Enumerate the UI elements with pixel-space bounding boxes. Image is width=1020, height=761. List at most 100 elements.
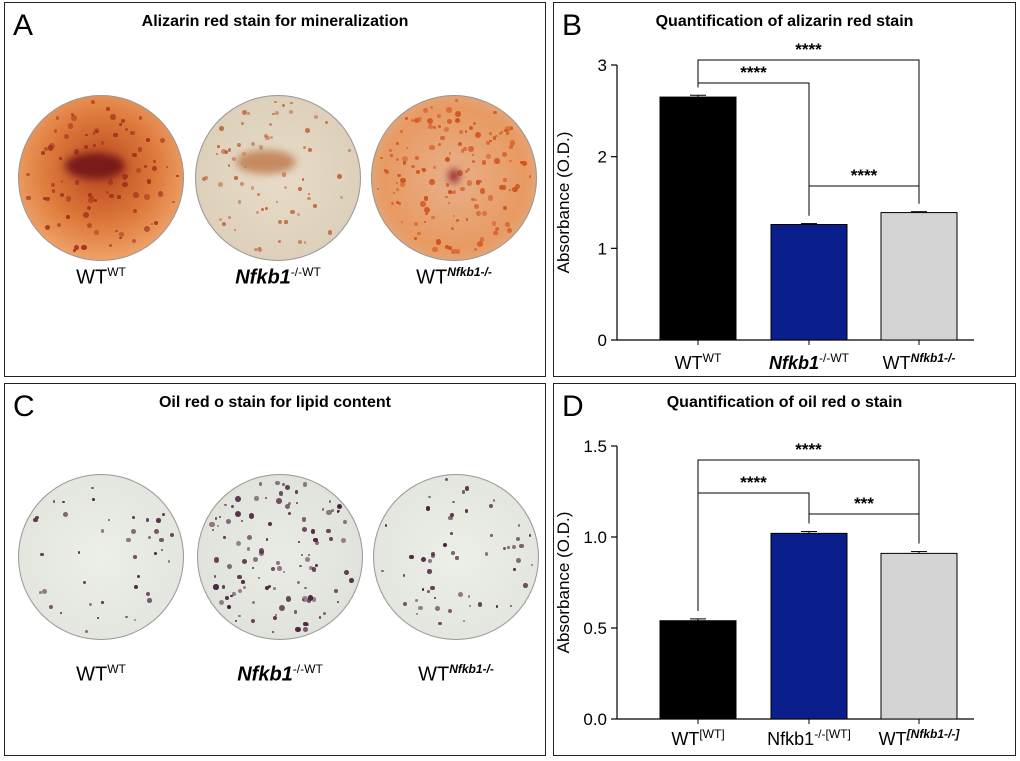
stain-spot bbox=[452, 190, 457, 194]
stain-spot bbox=[450, 551, 455, 556]
stain-spot bbox=[209, 521, 216, 528]
stain-spot bbox=[92, 497, 96, 501]
stain-spot bbox=[491, 221, 497, 226]
stain-spot bbox=[528, 534, 532, 537]
stain-spot bbox=[481, 210, 487, 216]
stain-spot bbox=[424, 207, 431, 214]
stain-spot bbox=[313, 537, 318, 542]
stain-spot bbox=[293, 610, 298, 614]
stain-spot bbox=[343, 569, 349, 575]
stain-spot bbox=[512, 545, 516, 550]
stain-spot bbox=[336, 509, 340, 513]
stain-spot bbox=[306, 599, 312, 604]
stain-spot bbox=[295, 501, 298, 505]
stain-spot bbox=[132, 238, 137, 244]
stain-spot bbox=[395, 201, 399, 204]
stain-spot bbox=[450, 531, 453, 535]
stain-spot bbox=[523, 583, 528, 588]
stain-spot bbox=[89, 602, 93, 606]
stain-spot bbox=[502, 546, 507, 551]
stain-spot bbox=[428, 559, 433, 564]
stain-spot bbox=[270, 566, 275, 571]
stain-spot bbox=[258, 549, 265, 556]
stain-spot bbox=[236, 540, 242, 546]
stain-spot bbox=[219, 126, 225, 131]
significance-bracket bbox=[808, 185, 920, 216]
stain-spot bbox=[264, 133, 269, 139]
stain-spot bbox=[67, 123, 74, 129]
stain-spot bbox=[246, 547, 251, 551]
stain-spot bbox=[427, 589, 430, 593]
stain-spot bbox=[217, 182, 223, 188]
stain-spot bbox=[308, 565, 313, 571]
stain-spot bbox=[307, 192, 310, 195]
stain-spot bbox=[92, 131, 96, 135]
bar bbox=[770, 532, 848, 720]
stain-spot bbox=[35, 515, 39, 520]
stain-spot bbox=[315, 540, 320, 545]
bar-chart-alizarin: 0 1 2 3 Absorbance (O.D.) WTWT Nfkb1-/-WT WTNfk… bbox=[554, 40, 974, 373]
stain-spot bbox=[416, 612, 419, 615]
stain-spot bbox=[414, 156, 419, 161]
stain-spot bbox=[41, 151, 45, 156]
stain-spot bbox=[488, 139, 492, 143]
stain-spot bbox=[509, 159, 512, 163]
dish-label: WTWT bbox=[76, 265, 126, 289]
stain-spot bbox=[264, 206, 269, 211]
stain-spot bbox=[254, 496, 259, 501]
stain-spot bbox=[399, 181, 405, 187]
stain-spot bbox=[100, 141, 105, 145]
stain-spot bbox=[421, 588, 425, 591]
stain-spot bbox=[97, 617, 100, 620]
stain-spot bbox=[278, 491, 283, 496]
stain-spot bbox=[64, 134, 69, 140]
stain-spot bbox=[144, 194, 150, 200]
stain-spot bbox=[302, 626, 308, 632]
stain-spot bbox=[467, 595, 470, 598]
stain-spot bbox=[466, 180, 473, 186]
stain-spot bbox=[305, 556, 311, 562]
stain-spot bbox=[400, 130, 404, 134]
stain-spot bbox=[489, 132, 493, 136]
stain-spot bbox=[437, 124, 441, 128]
stain-spot bbox=[402, 574, 405, 577]
stain-spot bbox=[305, 622, 310, 627]
stain-blob bbox=[449, 169, 459, 183]
x-tick-label: WT[Nfkb1-/-] bbox=[879, 727, 961, 749]
stain-spot bbox=[159, 138, 165, 144]
stain-spot bbox=[41, 588, 47, 594]
stain-spot bbox=[271, 630, 275, 634]
chart-title: Quantification of alizarin red stain bbox=[655, 13, 914, 30]
stain-spot bbox=[288, 109, 294, 115]
stain-spot bbox=[122, 181, 128, 188]
stain-spot bbox=[311, 567, 316, 572]
stain-spot bbox=[45, 196, 50, 202]
stain-spot bbox=[144, 226, 150, 233]
stain-spot bbox=[240, 519, 244, 522]
alizarin-dish-wt-nfkb1 bbox=[371, 95, 537, 261]
stain-spot bbox=[494, 158, 500, 164]
stain-spot bbox=[302, 482, 308, 487]
panel-title: Alizarin red stain for mineralization bbox=[141, 13, 409, 30]
stain-spot bbox=[490, 533, 494, 537]
stain-spot bbox=[275, 480, 281, 486]
stain-spot bbox=[166, 166, 169, 169]
stain-spot bbox=[159, 537, 164, 543]
stain-spot bbox=[25, 172, 30, 177]
stain-spot bbox=[59, 192, 65, 198]
stain-spot bbox=[384, 524, 388, 527]
stain-spot bbox=[444, 156, 451, 162]
significance-label: **** bbox=[740, 473, 767, 492]
stain-spot bbox=[488, 504, 494, 509]
stain-spot bbox=[479, 188, 486, 194]
stain-spot bbox=[380, 156, 383, 160]
stain-spot bbox=[227, 148, 232, 152]
stain-spot bbox=[340, 196, 344, 200]
stain-spot bbox=[213, 575, 217, 578]
stain-spot bbox=[49, 605, 54, 610]
stain-spot bbox=[435, 238, 442, 245]
stain-spot bbox=[235, 511, 242, 517]
stain-spot bbox=[147, 598, 153, 603]
stain-spot bbox=[273, 616, 278, 621]
stain-spot bbox=[277, 566, 282, 571]
